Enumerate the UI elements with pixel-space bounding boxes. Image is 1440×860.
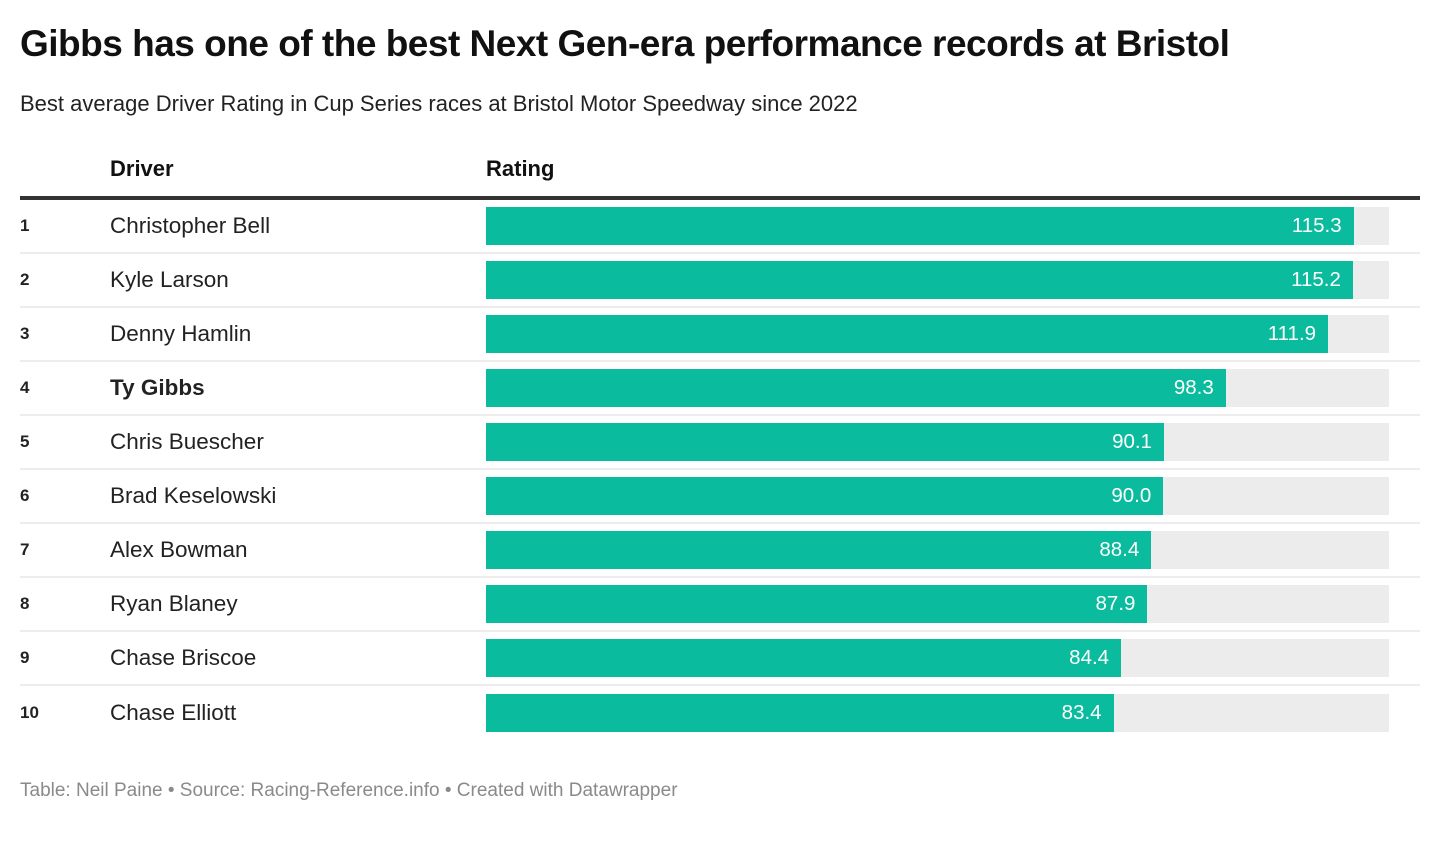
bar-track: 90.0	[486, 476, 1389, 515]
column-header-driver: Driver	[110, 155, 174, 181]
page-subtitle: Best average Driver Rating in Cup Series…	[20, 91, 858, 117]
table-row: 6 Brad Keselowski 90.0	[20, 470, 1420, 524]
rating-cell: 115.2	[486, 260, 1420, 299]
rank-cell: 4	[20, 377, 30, 397]
rating-bar: 98.3	[486, 368, 1226, 407]
table-row: 1 Christopher Bell 115.3	[20, 200, 1420, 254]
rank-cell: 10	[20, 702, 39, 722]
bar-value-label: 98.3	[1173, 375, 1214, 399]
column-header-rating: Rating	[486, 155, 555, 181]
rank-cell: 9	[20, 647, 30, 667]
rating-bar: 88.4	[486, 530, 1152, 569]
table-row: 3 Denny Hamlin 111.9	[20, 308, 1420, 362]
rank-cell: 8	[20, 593, 30, 613]
driver-cell: Chase Briscoe	[110, 644, 257, 670]
table-row: 9 Chase Briscoe 84.4	[20, 632, 1420, 686]
driver-cell: Christopher Bell	[110, 212, 271, 238]
bar-track: 115.3	[486, 206, 1389, 245]
rating-cell: 88.4	[486, 530, 1420, 569]
driver-cell: Kyle Larson	[110, 266, 229, 292]
chart-container: Gibbs has one of the best Next Gen-era p…	[0, 23, 1440, 802]
bar-track: 111.9	[486, 314, 1389, 353]
bar-track: 88.4	[486, 530, 1389, 569]
table-row: 8 Ryan Blaney 87.9	[20, 578, 1420, 632]
rank-cell: 7	[20, 539, 30, 559]
rating-bar: 111.9	[486, 314, 1329, 353]
rating-bar: 90.1	[486, 422, 1164, 461]
bar-track: 115.2	[486, 260, 1389, 299]
rank-cell: 6	[20, 485, 30, 505]
table-row: 4 Ty Gibbs 98.3	[20, 362, 1420, 416]
rating-cell: 90.0	[486, 476, 1420, 515]
bar-track: 83.4	[486, 693, 1389, 732]
driver-cell: Ryan Blaney	[110, 590, 238, 616]
bar-track: 84.4	[486, 638, 1389, 677]
bar-value-label: 115.2	[1291, 267, 1341, 291]
table-row: 10 Chase Elliott 83.4	[20, 686, 1420, 740]
rating-cell: 90.1	[486, 422, 1420, 461]
rating-bar: 84.4	[486, 638, 1122, 677]
table-row: 5 Chris Buescher 90.1	[20, 416, 1420, 470]
rank-cell: 5	[20, 431, 30, 451]
bar-value-label: 90.1	[1112, 429, 1152, 453]
bar-track: 98.3	[486, 368, 1389, 407]
rating-bar: 90.0	[486, 476, 1164, 515]
bar-value-label: 115.3	[1291, 213, 1342, 237]
rating-cell: 87.9	[486, 584, 1420, 623]
table-row: 7 Alex Bowman 88.4	[20, 524, 1420, 578]
page-title: Gibbs has one of the best Next Gen-era p…	[20, 23, 1230, 64]
driver-cell: Alex Bowman	[110, 536, 248, 562]
rating-bar: 115.3	[486, 206, 1354, 245]
bar-value-label: 111.9	[1267, 321, 1317, 345]
rating-bar: 83.4	[486, 693, 1114, 732]
driver-cell: Ty Gibbs	[110, 374, 205, 400]
table-row: 2 Kyle Larson 115.2	[20, 254, 1420, 308]
bar-value-label: 90.0	[1111, 483, 1152, 507]
rank-cell: 2	[20, 269, 30, 289]
rating-cell: 83.4	[486, 693, 1420, 732]
driver-cell: Chase Elliott	[110, 699, 237, 725]
bar-track: 90.1	[486, 422, 1389, 461]
rating-bar: 87.9	[486, 584, 1148, 623]
rating-cell: 98.3	[486, 368, 1420, 407]
bar-value-label: 87.9	[1095, 591, 1136, 615]
driver-cell: Denny Hamlin	[110, 320, 252, 346]
bar-value-label: 84.4	[1069, 645, 1110, 669]
bar-value-label: 88.4	[1099, 537, 1140, 561]
attribution-footer: Table: Neil Paine • Source: Racing-Refer…	[20, 779, 678, 801]
rating-cell: 111.9	[486, 314, 1420, 353]
rank-cell: 1	[20, 215, 30, 235]
rating-bar: 115.2	[486, 260, 1353, 299]
table-header-row: Driver Rating	[20, 156, 1420, 200]
rating-cell: 115.3	[486, 206, 1420, 245]
table-body: 1 Christopher Bell 115.3 2 Kyle Larson 115.2 3…	[20, 200, 1420, 740]
rank-cell: 3	[20, 323, 30, 343]
bar-track: 87.9	[486, 584, 1389, 623]
rating-table: Driver Rating 1 Christopher Bell 115.3 2 Kyl…	[20, 156, 1420, 740]
driver-cell: Chris Buescher	[110, 428, 264, 454]
rating-cell: 84.4	[486, 638, 1420, 677]
bar-value-label: 83.4	[1061, 700, 1102, 724]
driver-cell: Brad Keselowski	[110, 482, 277, 508]
